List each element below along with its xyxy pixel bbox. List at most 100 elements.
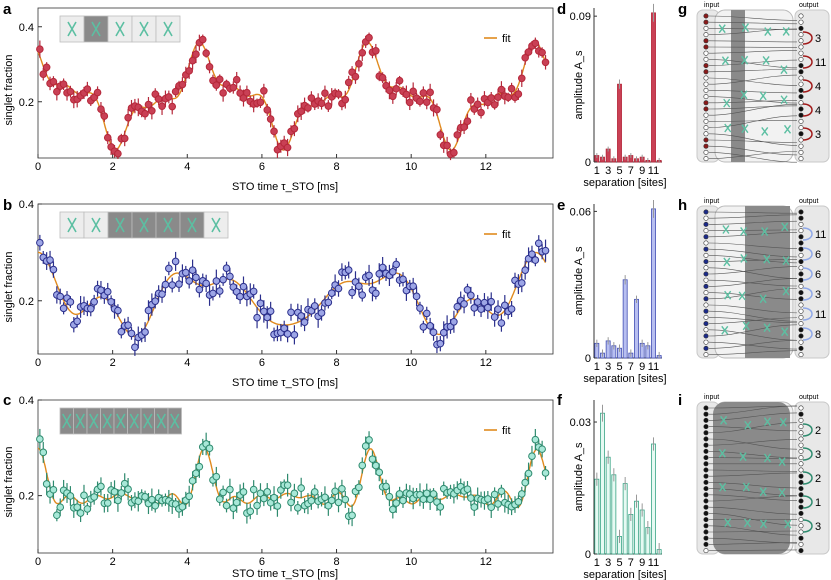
data-point-c [331, 487, 339, 496]
gate-icon [763, 323, 771, 333]
panel-letter-f: f [557, 392, 563, 409]
input-site [703, 523, 709, 529]
output-site [798, 209, 804, 215]
bar-d [617, 83, 622, 163]
data-point-b [426, 322, 434, 330]
input-site [703, 479, 709, 485]
bar-xlabel-e: separation [sites] [583, 373, 666, 385]
data-point-c [361, 442, 370, 450]
gate-icon [721, 325, 729, 335]
cross-icon [89, 413, 99, 429]
input-site [703, 442, 709, 448]
input-site [703, 234, 709, 240]
bar-y-tick-label: 0 [585, 157, 591, 169]
output-pairing-arc [802, 447, 813, 461]
bar-y-tick-label: 0.06 [570, 206, 591, 218]
data-point-c [514, 498, 523, 506]
data-point-b [507, 305, 516, 313]
data-point-b [175, 280, 183, 288]
x-tick-label-b: 12 [480, 357, 492, 369]
circuit-input-label: input [704, 394, 719, 401]
data-point-c [226, 485, 234, 494]
input-site [703, 259, 709, 265]
data-point-c [76, 509, 85, 517]
data-point-a [355, 60, 363, 68]
input-site [703, 321, 709, 327]
data-point-c [538, 445, 546, 453]
output-separation-label: 3 [815, 449, 821, 461]
data-point-b [460, 300, 468, 308]
data-point-a [304, 104, 312, 112]
gate-icon [764, 27, 772, 36]
data-point-a [524, 48, 533, 56]
output-site [798, 529, 804, 535]
data-point-c [297, 484, 305, 492]
output-separation-label: 8 [815, 329, 821, 341]
input-site [703, 100, 709, 106]
circuit-wire [708, 310, 798, 322]
y-tick-label-b: 0.2 [19, 296, 34, 308]
circuit-wire [708, 405, 798, 415]
data-point-a [378, 73, 387, 82]
circuit-wire [708, 96, 798, 104]
data-point-b [409, 282, 417, 290]
bar-x-tick-label: 9 [639, 165, 645, 177]
data-point-c [334, 498, 343, 507]
data-point-b [59, 304, 68, 313]
data-point-a [422, 98, 431, 106]
gate-icon [744, 420, 752, 430]
data-point-a [53, 87, 61, 96]
input-site [703, 32, 709, 38]
circuit-wire [708, 139, 798, 143]
input-site [703, 50, 709, 56]
data-point-a [341, 95, 350, 104]
bar-f [634, 500, 639, 555]
output-site [798, 106, 804, 112]
circuit-wire [708, 549, 798, 551]
circuit-wire [708, 537, 798, 544]
bar-xlabel-f: separation [sites] [583, 569, 666, 580]
data-point-c [239, 488, 248, 496]
data-point-a [436, 130, 445, 139]
gate-icon [740, 90, 748, 100]
output-site [798, 339, 804, 345]
circuit-wire [708, 329, 798, 341]
circuit-dark-region [713, 402, 790, 554]
gate-icon [782, 286, 790, 296]
cross-icon [91, 21, 101, 37]
input-site [703, 290, 709, 296]
output-site [798, 75, 804, 81]
gate-icon [740, 227, 748, 236]
data-point-c [524, 469, 533, 478]
circuit-wire [708, 145, 798, 156]
output-site [798, 100, 804, 106]
data-point-c [422, 489, 431, 498]
output-separation-label: 4 [815, 81, 821, 93]
data-point-a [507, 84, 516, 93]
input-site [703, 430, 709, 436]
bar-xlabel-d: separation [sites] [583, 177, 666, 189]
data-point-b [429, 328, 438, 337]
data-point-c [249, 485, 258, 494]
data-point-c [521, 478, 529, 487]
input-site [703, 252, 709, 258]
data-point-a [168, 102, 177, 111]
output-site [798, 541, 804, 547]
circuit-wire [708, 426, 798, 432]
data-point-c [205, 444, 214, 453]
input-site [703, 467, 709, 473]
bar-ylabel-f: amplitude A_s [573, 442, 585, 512]
data-point-b [334, 284, 343, 293]
data-point-b [195, 285, 204, 294]
x-tick-label-c: 12 [480, 556, 492, 568]
data-point-c [484, 495, 492, 503]
input-site [703, 69, 709, 75]
data-point-b [467, 291, 475, 300]
data-point-c [124, 485, 132, 493]
data-point-a [141, 109, 149, 118]
output-site [798, 333, 804, 339]
output-site [798, 314, 804, 320]
panel-letter-g: g [678, 1, 687, 18]
output-site [798, 277, 804, 283]
